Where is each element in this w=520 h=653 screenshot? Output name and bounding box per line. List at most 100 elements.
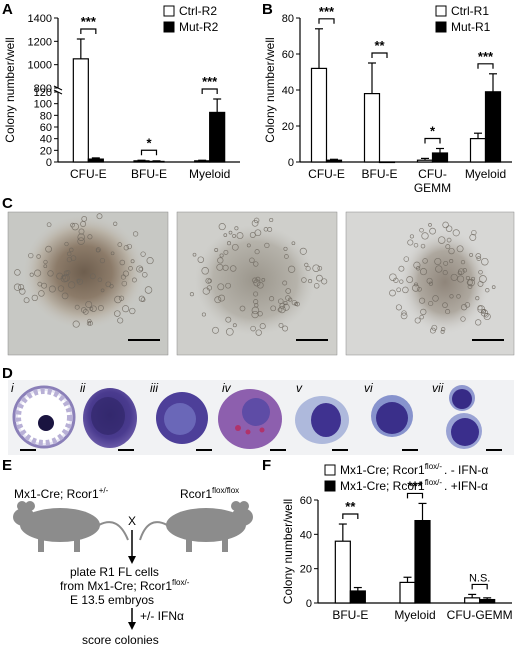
cell-label-iii: iii bbox=[150, 381, 158, 395]
cell-speck bbox=[71, 222, 79, 231]
cell-speck bbox=[81, 216, 88, 222]
cell-speck bbox=[229, 265, 237, 272]
cell-speck bbox=[89, 306, 94, 311]
significance-bracket bbox=[318, 18, 335, 24]
cell-speck bbox=[118, 295, 125, 301]
cell-speck bbox=[442, 221, 449, 229]
cell-speck bbox=[442, 302, 448, 308]
cell-speck bbox=[38, 290, 45, 297]
cell-speck bbox=[445, 225, 453, 232]
cell-speck bbox=[478, 269, 483, 275]
cell-speck bbox=[283, 301, 288, 306]
panel-letter-c: C bbox=[2, 195, 13, 212]
bar bbox=[469, 138, 487, 163]
cell-speck bbox=[419, 268, 428, 276]
cell-speck bbox=[282, 303, 290, 311]
cell-speck bbox=[457, 275, 465, 283]
cell-speck bbox=[90, 305, 97, 312]
cell-speck bbox=[13, 283, 22, 291]
cell-speck bbox=[99, 257, 106, 264]
cell-speck bbox=[236, 232, 244, 240]
step-1-line-3: E 13.5 embryos bbox=[70, 593, 154, 607]
panel-letter-a: A bbox=[2, 1, 13, 18]
cell-speck bbox=[426, 277, 433, 284]
cell-speck bbox=[36, 254, 41, 259]
cell-speck bbox=[417, 286, 422, 292]
cell-speck bbox=[402, 286, 409, 294]
cell-speck bbox=[217, 283, 225, 291]
cell-speck bbox=[214, 296, 222, 304]
cell-speck bbox=[74, 304, 80, 310]
cell-speck bbox=[63, 270, 69, 276]
cell-speck bbox=[77, 237, 85, 245]
significance-bracket bbox=[140, 149, 158, 156]
cell-speck bbox=[458, 268, 465, 275]
legend-swatch bbox=[435, 21, 447, 33]
step-1-line-2: from Mx1-Cre; Rcor1flox/- bbox=[60, 578, 190, 593]
cell-speck bbox=[278, 322, 284, 328]
legend-swatch bbox=[163, 21, 175, 33]
cell-label-vi: vi bbox=[364, 381, 373, 395]
significance-label: ** bbox=[345, 499, 356, 514]
cell-speck bbox=[246, 243, 251, 248]
cell-speck bbox=[28, 252, 34, 259]
cell-speck bbox=[443, 260, 449, 266]
cell-speck bbox=[476, 256, 482, 261]
cell-speck bbox=[313, 283, 320, 289]
panel-letter-b: B bbox=[262, 1, 273, 18]
bar bbox=[148, 160, 165, 163]
mouse-1-icon bbox=[13, 501, 129, 552]
cell-speck bbox=[89, 273, 96, 280]
cell-speck bbox=[216, 263, 224, 271]
significance-bracket bbox=[371, 52, 388, 58]
y-tick-label: 1400 bbox=[28, 13, 52, 25]
cell-speck bbox=[291, 241, 296, 246]
cell-speck bbox=[270, 305, 277, 312]
cell-speck bbox=[78, 228, 85, 235]
significance-label: *** bbox=[81, 14, 97, 29]
cell-speck bbox=[419, 227, 424, 233]
micrograph-c1 bbox=[7, 211, 169, 356]
cell-speck bbox=[464, 302, 471, 308]
cell-speck bbox=[413, 261, 421, 269]
cell-speck bbox=[97, 277, 103, 283]
mouse-2-label: Rcor1flox/flox bbox=[180, 486, 239, 501]
legend-f-swatch-ctrl bbox=[324, 464, 336, 476]
y-tick-label: 40 bbox=[40, 134, 52, 146]
y-tick-label: 60 bbox=[40, 122, 52, 134]
cell-speck bbox=[254, 229, 262, 237]
category-label: BFU-E bbox=[131, 167, 167, 181]
cell-speck bbox=[140, 297, 146, 303]
category-label: CFU-E bbox=[308, 167, 345, 181]
cell-speck bbox=[82, 309, 89, 315]
bar bbox=[363, 92, 381, 163]
cell-speck bbox=[253, 261, 259, 267]
cell-speck bbox=[131, 277, 137, 283]
cell-speck bbox=[421, 232, 429, 240]
significance-label: ** bbox=[374, 38, 385, 53]
cell-speck bbox=[114, 295, 122, 304]
cell-speck bbox=[66, 251, 72, 257]
y-tick-label: 20 bbox=[300, 564, 312, 576]
bar bbox=[87, 158, 104, 163]
cell-speck bbox=[142, 272, 148, 278]
y-axis-label: Colony number/well bbox=[263, 37, 277, 142]
cell-speck bbox=[189, 292, 194, 297]
y-tick-label: 120 bbox=[34, 87, 52, 99]
cytospin-strip: i ii iii iv v vi vii bbox=[8, 380, 514, 455]
cell-speck bbox=[428, 300, 434, 307]
cell-speck bbox=[48, 285, 56, 293]
schematic-e: Mx1-Cre; Rcor1+/- Rcor1flox/flox X plate… bbox=[13, 486, 253, 647]
cell-speck bbox=[69, 247, 74, 253]
mouse-2-icon bbox=[139, 501, 253, 552]
category-label: CFU- bbox=[418, 167, 447, 181]
cell-speck bbox=[249, 257, 255, 264]
cell-speck bbox=[428, 223, 432, 227]
bar bbox=[378, 161, 396, 164]
step-2-label: +/- IFNα bbox=[140, 609, 184, 623]
cell-speck bbox=[56, 272, 64, 280]
cell-speck bbox=[414, 282, 418, 287]
y-tick-label: 20 bbox=[40, 145, 52, 157]
cell-speck bbox=[283, 246, 288, 251]
